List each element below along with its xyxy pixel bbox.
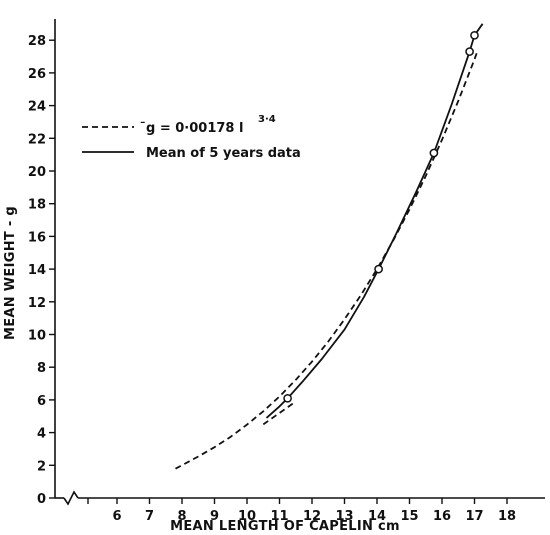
x-axis-break bbox=[63, 490, 79, 506]
data-point bbox=[429, 148, 439, 158]
legend: ̄g = 0·00178 l 3·4 Mean of 5 years data bbox=[82, 114, 301, 161]
x-tick-label: 10 bbox=[238, 509, 256, 524]
x-tick-label: 12 bbox=[303, 509, 321, 524]
data-point bbox=[374, 264, 383, 274]
y-tick-label: 20 bbox=[28, 165, 46, 180]
series-line-dashed bbox=[262, 400, 297, 426]
series-line-dashed bbox=[175, 49, 479, 470]
x-tick-label: 18 bbox=[498, 509, 516, 524]
y-tick-label: 22 bbox=[28, 132, 46, 147]
legend-label-formula-exponent: 3·4 bbox=[258, 114, 276, 125]
series-line-solid bbox=[265, 23, 484, 419]
y-tick-label: 10 bbox=[28, 329, 46, 344]
x-tick-label: 9 bbox=[210, 509, 219, 524]
y-tick-label: 4 bbox=[37, 427, 46, 442]
y-tick-label: 16 bbox=[28, 230, 46, 245]
y-tick-label: 26 bbox=[28, 67, 46, 82]
y-tick-label: 0 bbox=[37, 492, 46, 507]
y-axis-title: MEAN WEIGHT - g bbox=[3, 206, 18, 340]
y-tick-label: 12 bbox=[28, 296, 46, 311]
legend-label-formula: ̄g = 0·00178 l bbox=[140, 121, 243, 136]
y-tick-label: 24 bbox=[28, 100, 46, 115]
data-point bbox=[465, 47, 474, 56]
y-tick-label: 6 bbox=[37, 394, 46, 409]
y-tick-label: 14 bbox=[28, 263, 46, 278]
y-tick-label: 8 bbox=[37, 361, 46, 376]
x-tick-label: 16 bbox=[433, 509, 451, 524]
x-tick-label: 7 bbox=[145, 509, 154, 524]
x-axis-title: MEAN LENGTH OF CAPELIN cm bbox=[170, 519, 400, 534]
x-tick-label: 6 bbox=[112, 509, 121, 524]
series-layer bbox=[175, 23, 484, 470]
data-point bbox=[283, 393, 292, 403]
data-point bbox=[470, 30, 479, 40]
legend-label-mean: Mean of 5 years data bbox=[146, 146, 301, 161]
x-tick-label: 8 bbox=[177, 509, 186, 524]
y-tick-label: 18 bbox=[28, 198, 46, 213]
y-tick-label: 28 bbox=[28, 34, 46, 49]
y-tick-label: 2 bbox=[37, 459, 46, 474]
x-tick-label: 17 bbox=[465, 509, 483, 524]
observed-points bbox=[283, 30, 479, 403]
x-tick-label: 14 bbox=[368, 509, 386, 524]
x-tick-label: 11 bbox=[270, 509, 288, 524]
x-tick-label: 13 bbox=[335, 509, 353, 524]
x-tick-label: 15 bbox=[400, 509, 418, 524]
